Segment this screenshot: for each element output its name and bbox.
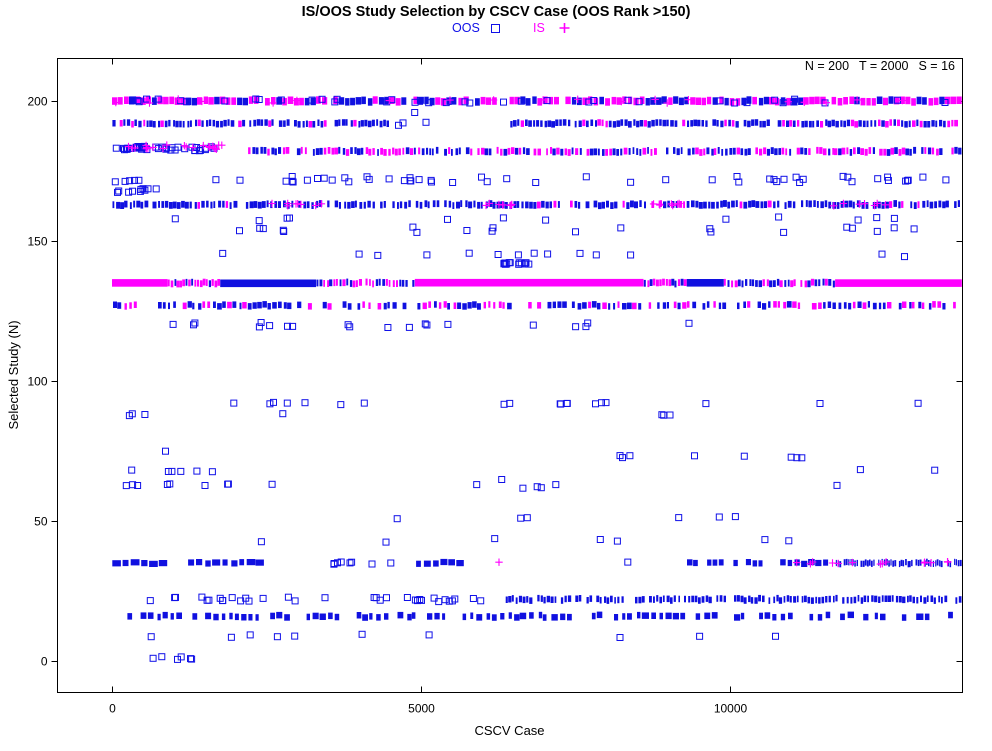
svg-text:5000: 5000: [408, 702, 435, 716]
svg-text:IS: IS: [533, 21, 545, 35]
svg-text:200: 200: [27, 95, 47, 109]
svg-text:150: 150: [27, 235, 47, 249]
svg-text:10000: 10000: [714, 702, 748, 716]
svg-text:IS/OOS Study Selection by CSCV: IS/OOS Study Selection by CSCV Case (OOS…: [302, 4, 691, 20]
svg-text:50: 50: [34, 515, 48, 529]
svg-text:OOS: OOS: [452, 21, 480, 35]
svg-text:Selected Study (N): Selected Study (N): [6, 320, 21, 429]
svg-text:100: 100: [27, 375, 47, 389]
svg-text:0: 0: [109, 702, 116, 716]
svg-text:0: 0: [41, 655, 48, 669]
svg-text:CSCV Case: CSCV Case: [474, 723, 544, 738]
